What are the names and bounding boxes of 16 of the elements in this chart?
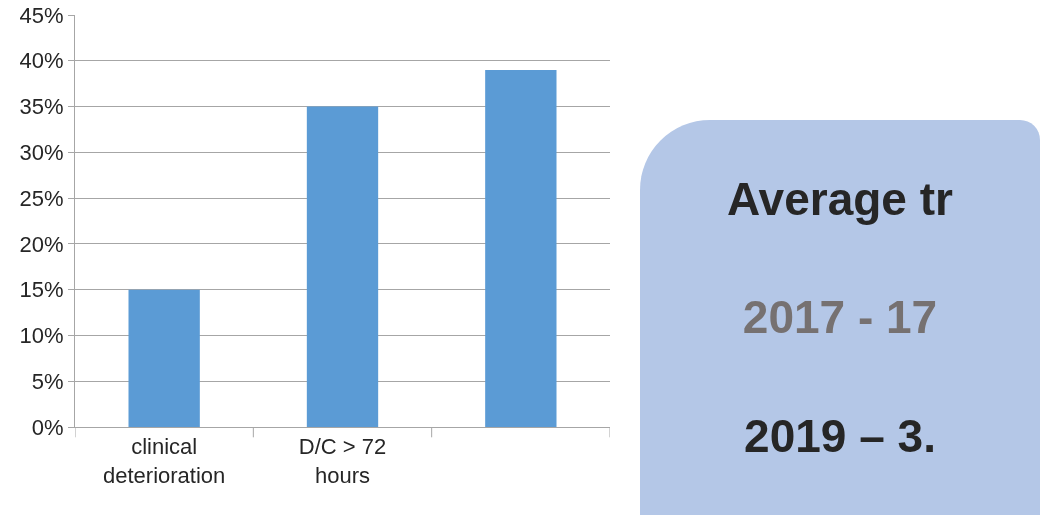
- bar: [128, 289, 200, 427]
- y-tick-label: 35%: [19, 94, 64, 120]
- y-tick-label: 5%: [31, 368, 64, 394]
- bar: [485, 69, 557, 427]
- y-tick-label: 0%: [31, 414, 64, 440]
- y-tick-label: 20%: [19, 231, 64, 257]
- x-tick-label: clinical deterioration: [103, 434, 226, 488]
- bar: [306, 106, 379, 427]
- y-tick-label: 15%: [19, 277, 64, 303]
- y-tick-label: 10%: [19, 323, 64, 349]
- y-tick-label: 45%: [19, 2, 64, 28]
- x-tick-label: D/C > 72 hours: [298, 434, 387, 488]
- y-tick-label: 30%: [19, 140, 64, 166]
- y-tick-label: 25%: [19, 185, 64, 211]
- callout-box: Average tr 2017 - 17 2019 – 3.: [640, 120, 1040, 515]
- y-tick-label: 40%: [19, 48, 64, 74]
